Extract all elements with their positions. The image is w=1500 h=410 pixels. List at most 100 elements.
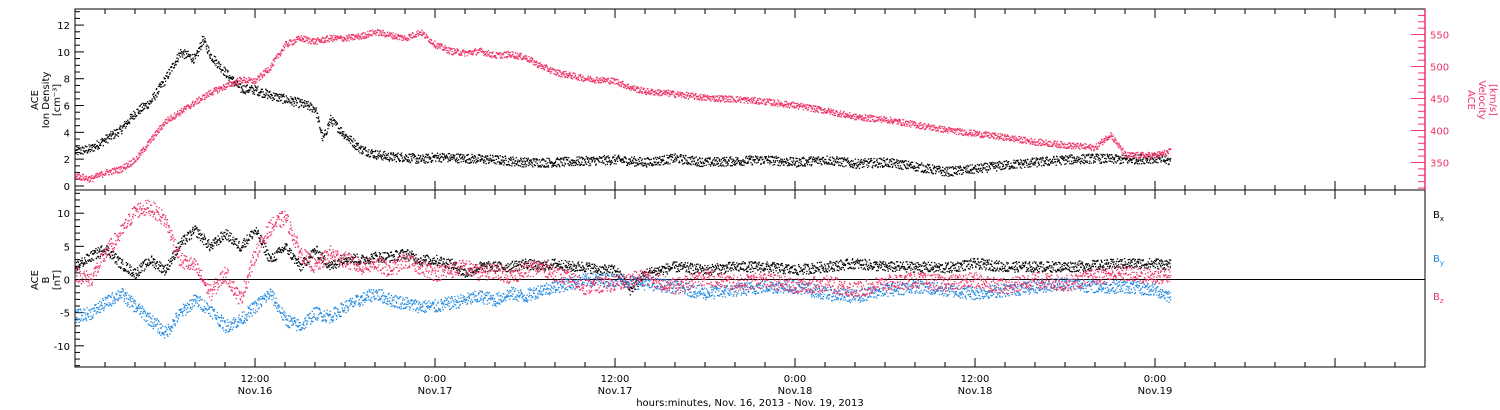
data-point [614,160,616,163]
data-point [295,100,298,102]
data-point [407,38,409,40]
data-point [693,95,695,97]
data-point [709,158,711,160]
data-point [988,165,990,167]
data-point [285,95,288,97]
data-point [396,36,398,39]
data-point [779,160,781,162]
data-point [702,161,704,163]
data-point [209,57,211,59]
data-point [529,59,531,61]
data-point [304,100,306,102]
data-point [235,84,237,86]
data-point [843,158,845,161]
data-point [444,48,447,50]
data-point [599,82,601,84]
data-point [647,91,649,93]
data-point [538,159,541,161]
data-point [740,101,742,103]
data-point [259,73,261,75]
data-point [157,91,159,94]
data-point [937,168,939,171]
data-point [578,156,580,158]
data-point [380,30,382,33]
data-point [563,165,565,167]
data-point [626,87,628,89]
data-point [856,164,858,166]
data-point [474,50,476,52]
data-point [128,121,130,123]
data-point [475,158,477,160]
data-point [1156,158,1158,161]
data-point [543,165,546,167]
data-point [477,49,480,51]
data-point [666,154,668,156]
data-point [663,155,665,158]
data-point [152,93,154,95]
data-point [331,35,333,38]
data-point [488,55,490,57]
data-point [301,99,303,101]
data-point [132,163,134,165]
data-point [580,156,582,158]
data-point [948,167,951,169]
data-point [239,76,241,78]
data-point [102,144,105,147]
data-point [432,155,434,158]
data-point [423,159,425,161]
data-point [84,178,87,181]
data-point [818,162,820,164]
data-point [277,100,280,102]
data-point [189,56,191,58]
data-point [685,97,687,99]
data-point [983,167,985,169]
data-point [328,40,330,43]
data-point [637,91,640,93]
data-point [694,164,697,166]
data-point [508,157,510,160]
data-point [572,161,574,164]
data-point [535,60,538,62]
data-point [580,73,582,76]
data-point [906,167,909,169]
data-point [681,159,683,161]
data-point [855,162,857,165]
data-point [457,162,459,164]
data-point [183,108,185,110]
data-point [687,157,689,159]
data-point [389,158,391,160]
data-point [1108,160,1110,162]
data-point [882,166,884,168]
data-point [472,156,474,158]
data-point [870,160,872,162]
data-point [153,137,155,140]
data-point [303,106,305,109]
data-point [867,158,870,160]
data-point [195,54,198,56]
data-point [652,91,654,93]
data-point [379,32,381,34]
data-point [92,145,94,147]
data-point [1056,161,1059,163]
data-point [487,155,489,157]
data-point [340,127,342,129]
data-point [567,159,569,161]
data-point [1138,159,1140,161]
data-point [709,157,711,159]
data-point [534,60,536,62]
data-point [238,86,241,88]
data-point [739,160,742,162]
data-point [391,159,394,162]
data-point [694,97,696,99]
data-point [79,147,81,149]
data-point [143,103,145,105]
data-point [678,95,680,97]
data-point [1112,156,1114,159]
data-point [1066,161,1069,163]
data-point [237,80,239,82]
data-point [725,165,727,167]
data-point [1100,153,1102,155]
data-point [651,164,653,167]
data-point [511,51,513,53]
data-point [192,53,194,56]
